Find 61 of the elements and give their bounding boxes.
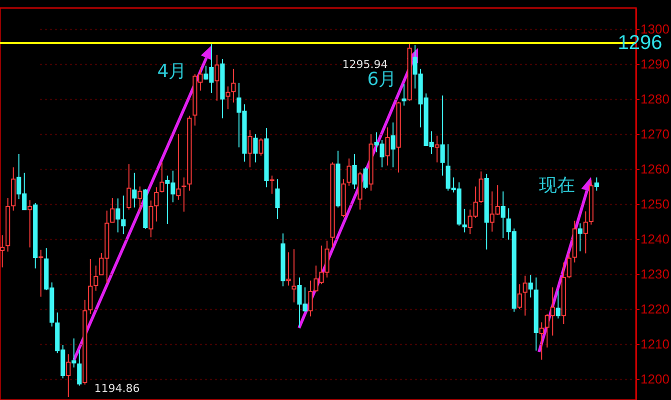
candlestick	[594, 176, 599, 192]
annotation: 4月	[157, 61, 187, 82]
candlestick	[231, 68, 236, 103]
candlestick	[539, 322, 544, 360]
candlestick	[292, 248, 296, 303]
candlestick	[578, 222, 582, 252]
candlestick	[176, 134, 181, 200]
annotation: 1295.94	[342, 58, 388, 71]
candlestick	[248, 130, 252, 168]
candlestick	[132, 172, 137, 208]
annotation: 1194.86	[94, 382, 140, 395]
candlestick	[440, 95, 445, 176]
candlestick	[0, 234, 5, 268]
candlestick	[500, 190, 506, 238]
candlestick	[72, 338, 76, 368]
candlestick	[434, 135, 440, 163]
candlestick	[275, 178, 280, 220]
candlestick	[522, 275, 528, 316]
candlestick	[214, 54, 220, 102]
candlestick	[528, 274, 533, 298]
candlestick	[556, 290, 560, 319]
candlestick	[402, 83, 406, 106]
candlestick	[182, 176, 186, 212]
candlestick	[110, 198, 115, 223]
candlestick	[517, 284, 522, 310]
y-tick-label: 1230	[640, 266, 670, 282]
candlestick	[66, 354, 71, 398]
candlestick	[385, 126, 390, 166]
candlestick	[28, 200, 32, 248]
candlestick	[363, 166, 368, 190]
candlestick	[258, 138, 264, 156]
y-tick-label: 1220	[640, 302, 670, 316]
candlestick	[126, 164, 132, 210]
candlestick	[121, 195, 126, 235]
candlestick	[226, 86, 230, 110]
y-tick-label: 1270	[640, 126, 670, 142]
candlestick	[270, 175, 274, 194]
y-tick-label: 1280	[640, 92, 670, 106]
y-tick-label: 1290	[640, 56, 670, 72]
y-tick-label: 1260	[640, 162, 670, 176]
candlestick	[390, 122, 396, 168]
candlestick	[77, 349, 82, 386]
y-tick-label: 1240	[640, 232, 670, 246]
candlestick	[138, 186, 142, 212]
candlestick	[478, 170, 484, 204]
candlestick	[286, 252, 291, 286]
y-tick-label: 1210	[640, 336, 670, 352]
candlestick	[88, 258, 93, 314]
y-tick-label: 1200	[640, 372, 670, 386]
candlestick	[38, 249, 44, 298]
candlestick	[462, 208, 467, 233]
candlestick	[352, 153, 357, 190]
candlestick	[346, 158, 352, 186]
annotation: 6月	[367, 69, 397, 90]
candlestick	[253, 134, 258, 163]
y-tick-label: 1250	[640, 196, 670, 212]
y-tick-label: 1300	[640, 22, 670, 36]
candlestick	[116, 198, 120, 233]
candlestick	[94, 265, 98, 292]
candlestick	[160, 162, 164, 193]
annotation: 现在	[539, 175, 575, 196]
